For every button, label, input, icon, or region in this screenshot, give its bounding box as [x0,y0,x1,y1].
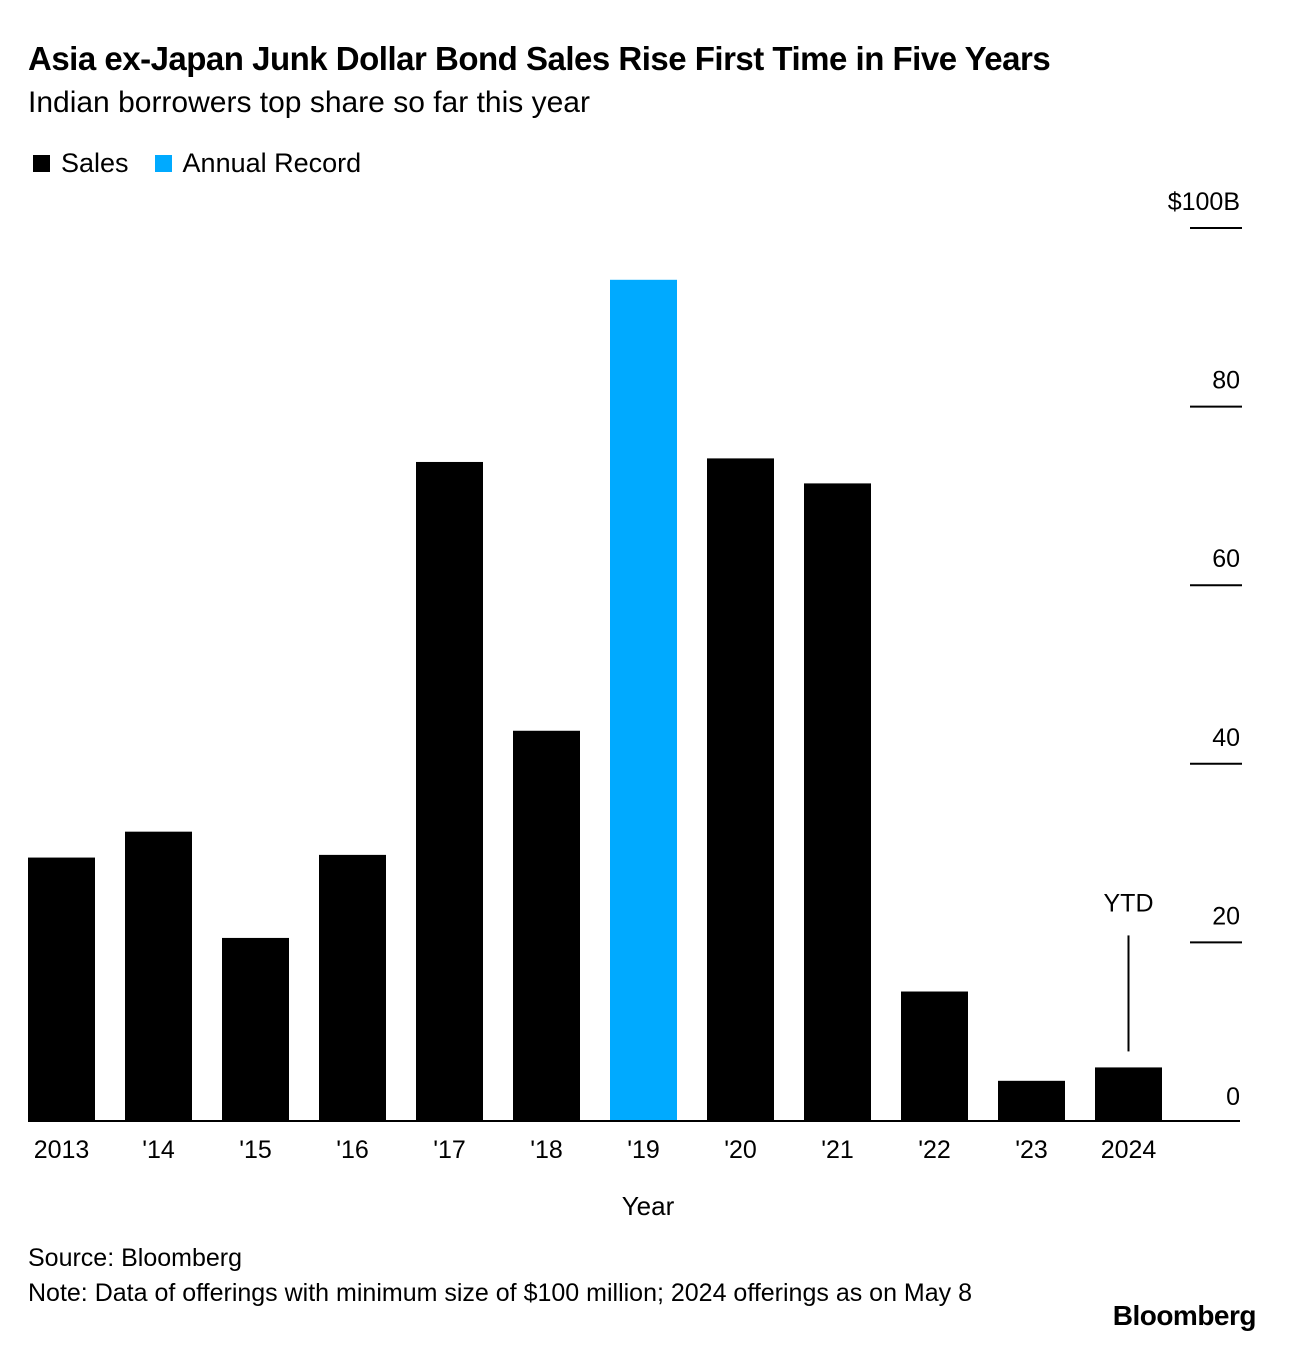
bar-15 [222,937,289,1121]
x-tick-label: '14 [142,1136,175,1164]
chart-subtitle: Indian borrowers top share so far this y… [28,86,590,119]
bar-22 [901,991,968,1121]
footer-source: Source: Bloomberg [28,1244,243,1272]
bar-chart: 0 20 40 60 80 $100B 2013 '14 '15 '16 '17 '18 '19 '20… [28,188,1242,1221]
bar-14 [125,831,192,1121]
bar-19 [610,279,677,1121]
x-tick-label: 2024 [1101,1136,1157,1164]
chart-legend: Sales Annual Record [33,148,387,179]
bar-16 [319,854,386,1121]
legend-swatch-annual-record [154,155,172,172]
x-axis-title: Year [622,1191,675,1221]
y-axis: 0 20 40 60 80 $100B [1168,188,1242,1111]
x-tick-label: '21 [821,1136,854,1164]
y-tick-label: 40 [1212,724,1240,752]
x-tick-label: '19 [627,1136,660,1164]
legend-item-sales: Sales [33,148,129,179]
bar-2024 [1095,1067,1162,1121]
legend-label-annual-record: Annual Record [182,148,362,178]
bar-21 [804,483,871,1121]
x-axis: 2013 '14 '15 '16 '17 '18 '19 '20 '21 '22 '23 2024 [28,1120,1240,1164]
x-tick-label: '18 [530,1136,563,1164]
annotations: YTD [1104,889,1154,1052]
bloomberg-logo: Bloomberg [1112,1300,1257,1331]
annotation-label: YTD [1104,889,1154,917]
x-tick-label: '15 [239,1136,272,1164]
y-tick-label: 80 [1212,367,1240,395]
y-tick-label: 20 [1212,902,1240,930]
legend-label-sales: Sales [61,148,129,178]
bar-18 [513,730,580,1121]
bar-20 [707,458,774,1121]
x-tick-label: '16 [336,1136,369,1164]
y-tick-label: 60 [1212,545,1240,573]
bar-23 [998,1080,1065,1121]
y-tick-label: 0 [1226,1083,1240,1111]
bar-17 [416,461,483,1121]
chart-title: Asia ex-Japan Junk Dollar Bond Sales Ris… [28,40,1051,77]
x-tick-label: '22 [918,1136,951,1164]
x-tick-label: 2013 [34,1136,90,1164]
footer-note: Note: Data of offerings with minimum siz… [28,1279,972,1307]
x-tick-label: '20 [724,1136,757,1164]
legend-item-annual-record: Annual Record [154,148,362,179]
bars-layer [28,279,1162,1121]
x-tick-label: '17 [433,1136,466,1164]
x-tick-label: '23 [1015,1136,1048,1164]
legend-swatch-sales [33,155,50,172]
bar-2013 [28,857,95,1121]
y-tick-label: $100B [1168,188,1240,216]
